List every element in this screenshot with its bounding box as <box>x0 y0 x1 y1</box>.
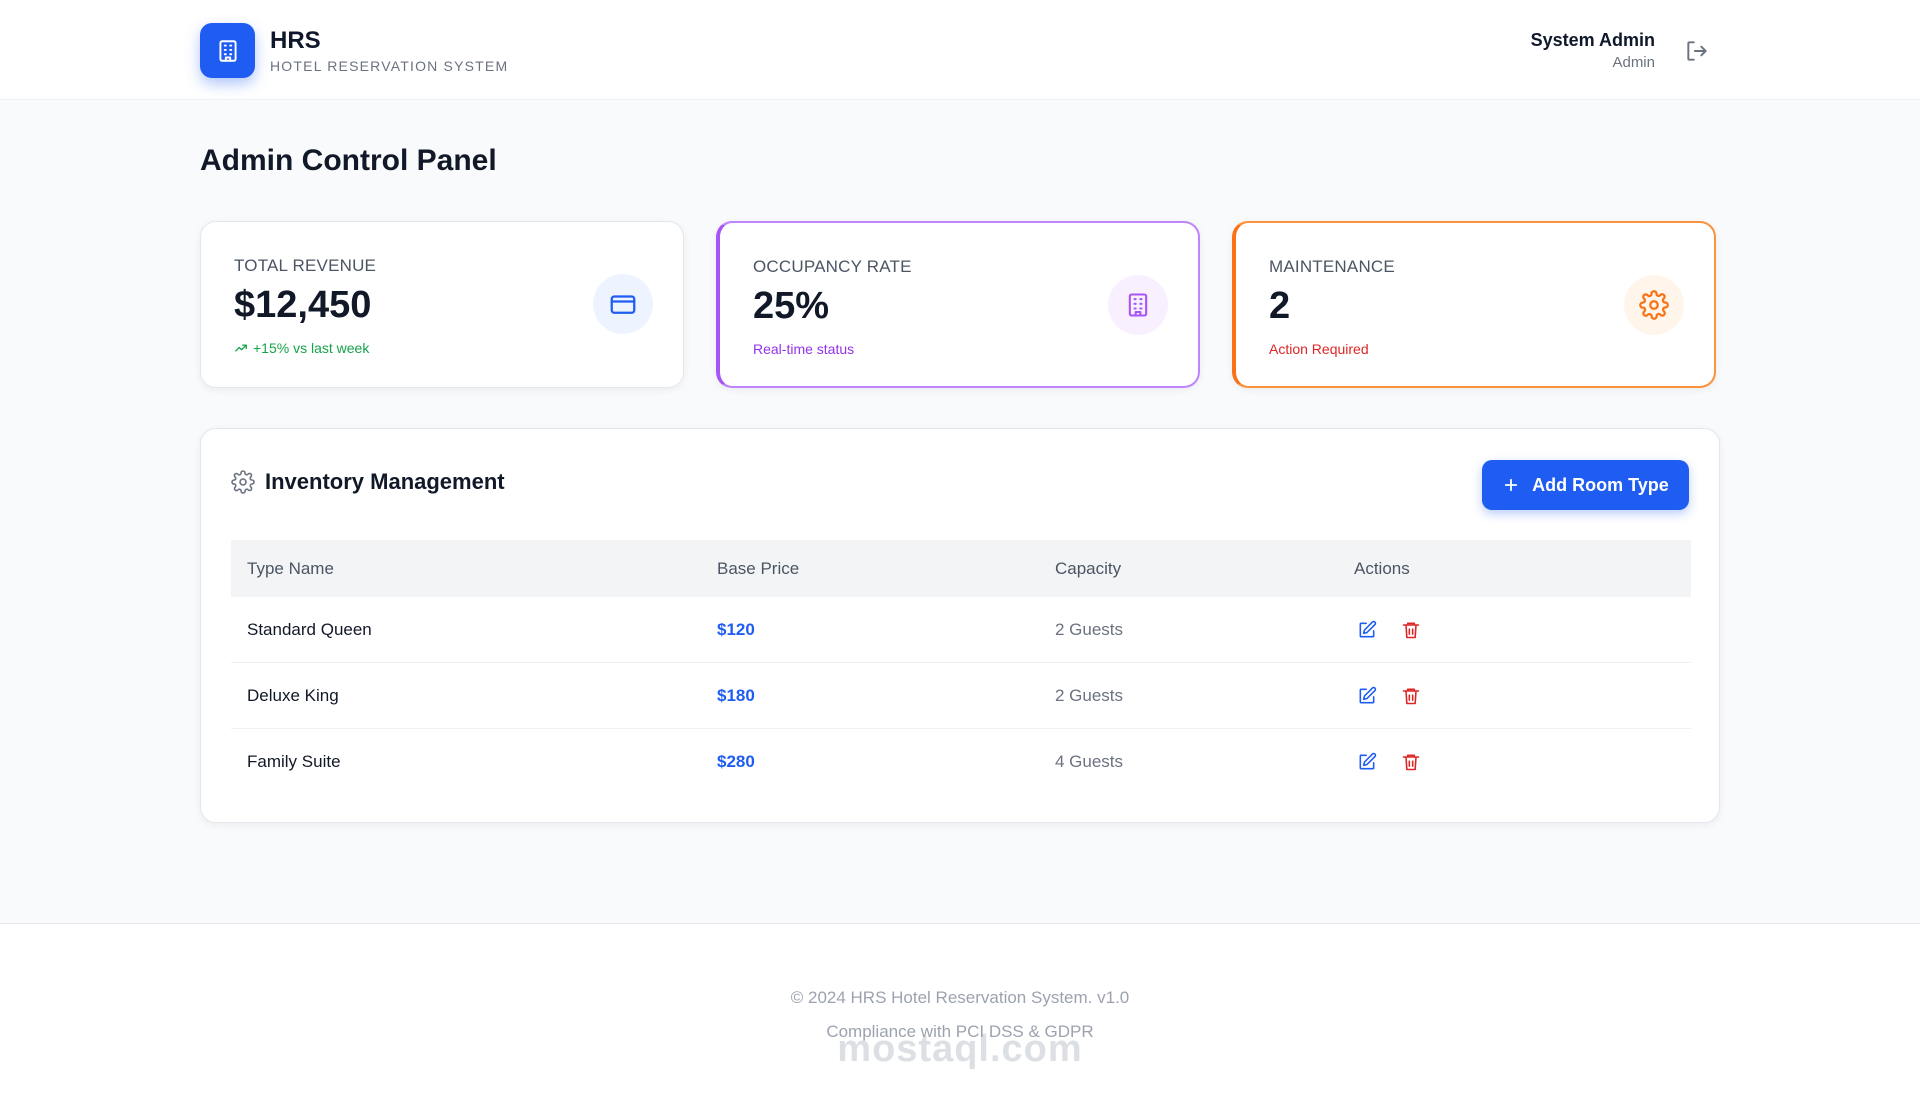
stat-note-text: Action Required <box>1269 341 1369 357</box>
brand-title: HRS <box>270 27 321 54</box>
stat-label: TOTAL REVENUE <box>234 256 377 275</box>
room-type-price: $180 <box>717 685 755 705</box>
room-type-capacity: 2 Guests <box>1055 619 1124 639</box>
room-type-price: $120 <box>717 619 755 639</box>
inventory-panel: Inventory Management Add Room Type Type … <box>200 428 1720 823</box>
table-row: Deluxe King $180 2 Guests <box>231 663 1691 729</box>
top-header: HRS HOTEL RESERVATION SYSTEM System Admi… <box>0 0 1920 100</box>
table-header: Type Name Base Price Capacity Actions <box>231 540 1691 597</box>
footer-compliance: Compliance with PCI DSS & GDPR <box>826 1022 1094 1041</box>
room-type-name: Standard Queen <box>247 619 372 639</box>
user-role: Admin <box>1612 54 1655 71</box>
room-types-table: Type Name Base Price Capacity Actions St… <box>231 540 1691 795</box>
trash-icon[interactable] <box>1398 617 1424 643</box>
stat-note: Real-time status <box>753 341 854 357</box>
column-header-capacity: Capacity <box>1055 558 1122 578</box>
stat-note: Action Required <box>1269 341 1369 357</box>
table-row: Family Suite $280 4 Guests <box>231 729 1691 795</box>
stat-label: OCCUPANCY RATE <box>753 257 912 276</box>
edit-icon[interactable] <box>1354 617 1380 643</box>
page-title: Admin Control Panel <box>200 144 497 177</box>
stat-label: MAINTENANCE <box>1269 257 1395 276</box>
brand[interactable]: HRS HOTEL RESERVATION SYSTEM <box>200 23 508 78</box>
row-actions <box>1354 749 1654 775</box>
stat-note-text: Real-time status <box>753 341 855 357</box>
stat-value: 2 <box>1269 285 1291 327</box>
watermark: mostaql.com <box>837 1028 1083 1070</box>
revenue-card: TOTAL REVENUE $12,450 +15% vs last week <box>200 221 684 388</box>
footer-copyright: © 2024 HRS Hotel Reservation System. v1.… <box>790 988 1130 1007</box>
column-header-base-price: Base Price <box>717 558 800 578</box>
edit-icon[interactable] <box>1354 749 1380 775</box>
room-type-price: $280 <box>717 752 755 771</box>
brand-text: HRS HOTEL RESERVATION SYSTEM <box>270 27 508 74</box>
footer: © 2024 HRS Hotel Reservation System. v1.… <box>0 923 1920 1103</box>
brand-subtitle: HOTEL RESERVATION SYSTEM <box>270 58 509 74</box>
stat-value: 25% <box>753 285 830 327</box>
gear-icon <box>1624 275 1684 335</box>
gear-icon <box>231 470 255 494</box>
room-type-capacity: 2 Guests <box>1055 685 1124 705</box>
row-actions <box>1354 617 1654 643</box>
stat-value: $12,450 <box>234 284 372 326</box>
credit-card-icon <box>593 274 653 334</box>
column-header-actions: Actions <box>1354 558 1410 578</box>
edit-icon[interactable] <box>1354 683 1380 709</box>
plus-icon <box>1505 478 1518 492</box>
table-row: Standard Queen $120 2 Guests <box>231 597 1691 663</box>
room-type-capacity: 4 Guests <box>1055 752 1124 771</box>
user-info: System Admin Admin <box>1531 30 1655 71</box>
room-type-name: Family Suite <box>247 752 341 771</box>
user-name: System Admin <box>1530 30 1655 50</box>
inventory-title: Inventory Management <box>265 469 505 494</box>
building-icon <box>200 23 255 78</box>
trash-icon[interactable] <box>1398 683 1424 709</box>
column-header-type-name: Type Name <box>247 558 334 578</box>
room-type-name: Deluxe King <box>247 685 339 705</box>
trash-icon[interactable] <box>1398 749 1424 775</box>
stat-note-text: +15% vs last week <box>253 340 370 356</box>
logout-icon[interactable] <box>1684 38 1710 64</box>
add-room-type-label: Add Room Type <box>1532 474 1669 495</box>
trending-up-icon <box>235 344 247 352</box>
add-room-type-button[interactable]: Add Room Type <box>1482 460 1689 510</box>
row-actions <box>1354 683 1654 709</box>
occupancy-card: OCCUPANCY RATE 25% Real-time status <box>716 221 1200 388</box>
inventory-header: Inventory Management <box>231 469 505 495</box>
maintenance-card: MAINTENANCE 2 Action Required <box>1232 221 1716 388</box>
stat-note: +15% vs last week <box>234 340 369 356</box>
building-icon <box>1108 275 1168 335</box>
